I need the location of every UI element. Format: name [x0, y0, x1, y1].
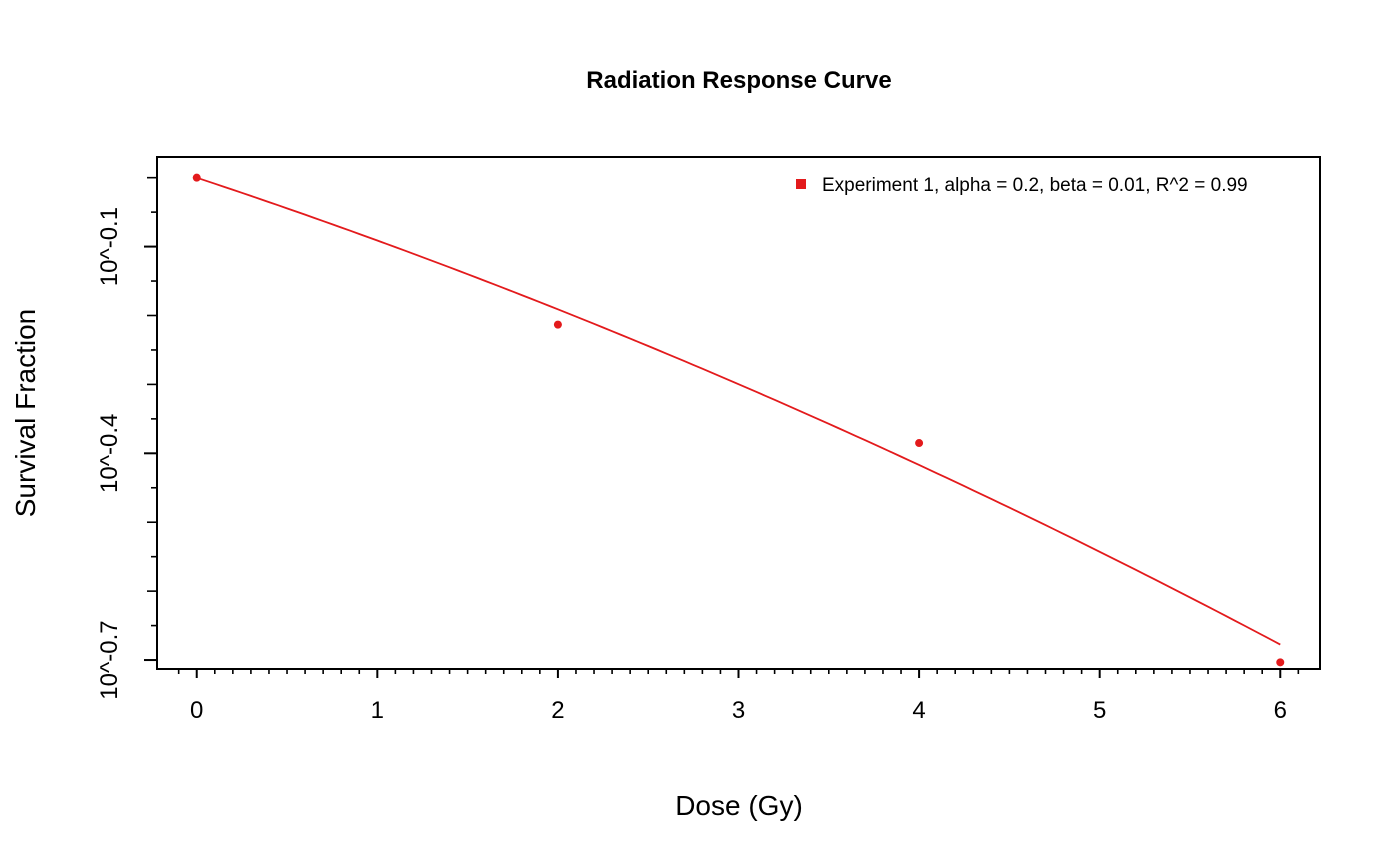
legend-swatch: [796, 179, 806, 189]
series-experiment-1: [192, 173, 1285, 667]
data-point: [915, 439, 924, 448]
x-tick-label: 4: [912, 697, 925, 724]
legend-label: Experiment 1, alpha = 0.2, beta = 0.01, …: [822, 175, 1248, 196]
x-axis: 0 1 2 3 4 5 6: [177, 669, 1300, 724]
y-tick-label: 10^-0.4: [96, 414, 123, 493]
chart-title: Radiation Response Curve: [586, 67, 891, 94]
y-tick-label: 10^-0.1: [96, 207, 123, 286]
plot-frame: [156, 156, 1321, 670]
x-axis-label: Dose (Gy): [675, 790, 803, 821]
data-point: [553, 320, 562, 329]
data-point: [192, 173, 201, 182]
x-tick-label: 5: [1093, 697, 1106, 724]
legend: Experiment 1, alpha = 0.2, beta = 0.01, …: [796, 175, 1248, 196]
x-tick-label: 3: [732, 697, 745, 724]
x-tick-label: 0: [190, 697, 203, 724]
x-tick-label: 1: [371, 697, 384, 724]
y-axis: 10^-0.1 10^-0.4 10^-0.7: [96, 176, 157, 700]
x-tick-label: 2: [551, 697, 564, 724]
fit-curve: [196, 176, 1281, 646]
y-tick-label: 10^-0.7: [96, 620, 123, 699]
y-axis-label: Survival Fraction: [10, 309, 41, 518]
data-point: [1276, 658, 1285, 667]
x-tick-label: 6: [1274, 697, 1287, 724]
